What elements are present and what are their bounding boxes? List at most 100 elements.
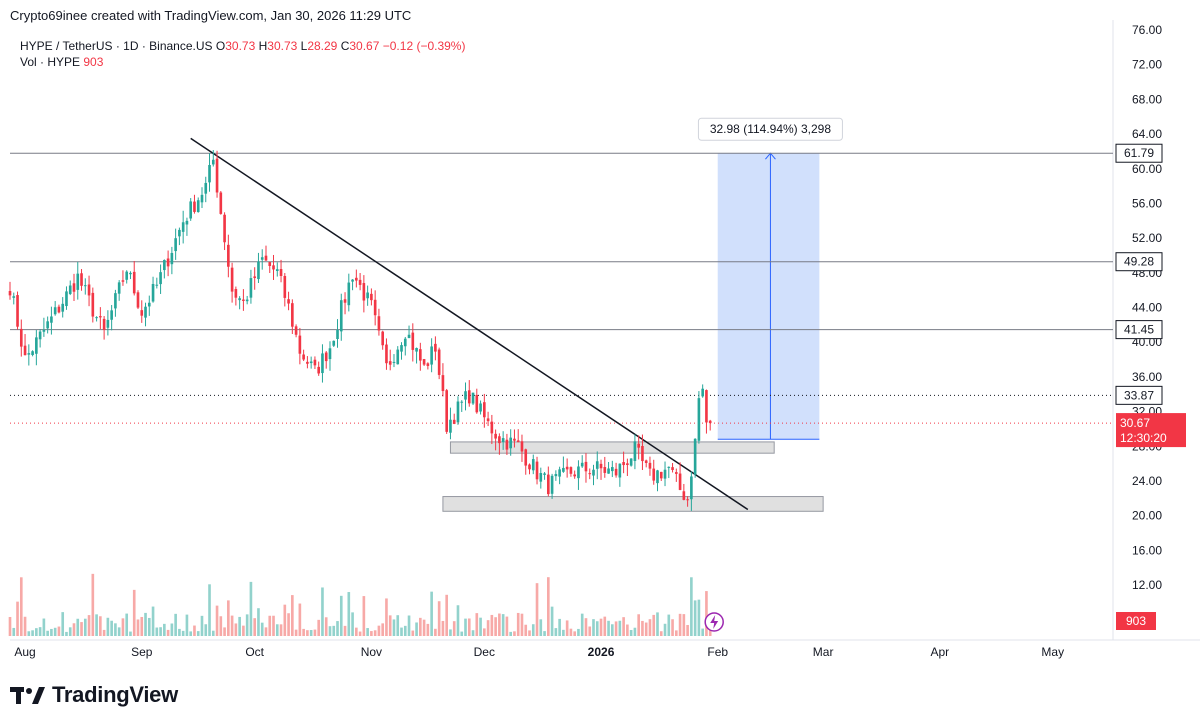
candle-body: [279, 269, 283, 276]
candle-body: [539, 473, 543, 482]
candle-body: [324, 352, 328, 362]
candle-body: [87, 284, 91, 296]
volume-bar: [110, 620, 113, 636]
candle-body: [121, 280, 125, 282]
volume-bar: [272, 615, 275, 636]
support-zone[interactable]: [442, 496, 824, 512]
candle-body: [275, 269, 279, 271]
candle-body: [437, 349, 441, 375]
volume-bar: [377, 625, 381, 636]
candle-body: [547, 474, 550, 495]
candle-body: [388, 361, 392, 365]
volume-bar: [136, 619, 140, 636]
volume-bar: [324, 617, 328, 636]
volume-bar: [486, 620, 490, 636]
volume-bar: [449, 629, 452, 636]
candle-body: [381, 331, 385, 346]
candle-body: [358, 279, 362, 285]
candle-body: [234, 289, 238, 298]
x-tick-label: Oct: [245, 645, 264, 659]
open-label: O: [215, 39, 226, 53]
volume-bar: [234, 623, 238, 636]
candle-body: [196, 200, 200, 213]
volume-bar: [193, 625, 196, 636]
candle-body: [185, 220, 189, 225]
trendline[interactable]: [190, 137, 749, 511]
candle-body: [174, 238, 177, 252]
candle-body: [415, 347, 418, 352]
symbol-label[interactable]: HYPE / TetherUS · 1D · Binance.US: [20, 39, 213, 53]
support-zone[interactable]: [449, 441, 775, 454]
volume-bar: [569, 628, 573, 636]
volume-bar: [46, 630, 49, 636]
volume-bar: [80, 622, 83, 636]
candle-body: [652, 468, 656, 481]
candle-body: [223, 214, 226, 243]
candle-body: [260, 257, 264, 260]
volume-bar: [185, 614, 189, 636]
volume-bar: [678, 613, 682, 636]
volume-bar: [287, 613, 290, 636]
chart-legend: HYPE / TetherUS · 1D · Binance.US O30.73…: [20, 38, 465, 70]
candle-body: [76, 273, 80, 290]
candle-body: [249, 278, 253, 298]
volume-bar: [53, 627, 57, 636]
tradingview-logo[interactable]: TradingView: [10, 682, 178, 708]
volume-bar: [614, 621, 618, 636]
volume-bar: [659, 631, 663, 636]
change-value: −0.12 (−0.39%): [382, 39, 466, 53]
candle-body: [618, 463, 622, 478]
volume-bar: [430, 591, 433, 636]
volume-bar: [355, 627, 358, 636]
volume-bar: [42, 618, 46, 636]
candle-body: [528, 464, 531, 470]
y-tick-label: 56.00: [1132, 196, 1162, 210]
volume-bar: [490, 614, 494, 636]
volume-bar: [626, 624, 629, 636]
volume-label[interactable]: Vol · HYPE: [20, 55, 81, 69]
candle-body: [509, 437, 512, 449]
volume-value: 903: [83, 55, 104, 69]
volume-bar: [524, 624, 528, 636]
volume-bar: [204, 624, 208, 636]
volume-bar: [140, 616, 144, 636]
close-label: C: [340, 39, 350, 53]
candle-body: [208, 164, 211, 183]
candle-body: [562, 467, 565, 472]
candle-body: [339, 300, 343, 332]
candle-body: [501, 438, 505, 443]
candle-body: [403, 338, 407, 347]
y-tick-label: 20.00: [1132, 509, 1162, 523]
candle-body: [452, 419, 456, 424]
volume-bar: [309, 630, 313, 636]
volume-bar: [31, 630, 34, 636]
candle-body: [219, 192, 223, 214]
candle-body: [147, 302, 151, 307]
candle-body: [72, 283, 76, 292]
last-price-tag: [1116, 413, 1186, 448]
last-price-value: 30.67: [1120, 416, 1150, 430]
candle-body: [283, 275, 287, 298]
y-tick-label: 64.00: [1132, 127, 1162, 141]
candle-body: [132, 271, 136, 294]
candle-body: [8, 291, 12, 296]
candle-body: [573, 474, 576, 477]
volume-bar: [562, 629, 565, 636]
volume-bar: [106, 617, 110, 636]
level-price-tag: [1115, 252, 1163, 272]
candle-body: [211, 159, 215, 165]
projection-box[interactable]: [717, 153, 820, 440]
volume-bar: [102, 629, 106, 636]
volume-bar: [294, 629, 298, 636]
volume-bar: [147, 617, 151, 636]
volume-bar: [467, 618, 471, 636]
candle-body: [332, 340, 336, 346]
volume-bar: [641, 620, 644, 636]
volume-bar: [671, 619, 674, 636]
projection-label-box: [697, 117, 843, 141]
candle-body: [238, 298, 241, 301]
candle-body: [659, 471, 663, 479]
y-tick-label: 72.00: [1132, 58, 1162, 72]
volume-bar: [230, 615, 234, 636]
